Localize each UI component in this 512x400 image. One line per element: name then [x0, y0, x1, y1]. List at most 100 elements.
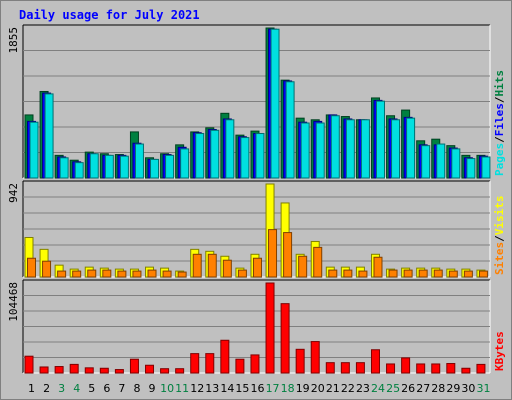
chart-title: Daily usage for July 2021	[19, 8, 200, 22]
day-label-20: 20	[311, 382, 325, 395]
bar-hits_files_pages-pages-day-20	[315, 122, 325, 179]
bar-visits_sites-sites-day-24	[373, 256, 383, 278]
bar-hits_files_pages-pages-day-13	[210, 129, 220, 179]
bar-hits_files_pages-pages-day-26	[406, 117, 416, 179]
bar-visits_sites-sites-day-22	[343, 269, 353, 278]
bar-hits_files_pages-pages-day-25	[391, 119, 401, 179]
day-label-11: 11	[175, 382, 189, 395]
bar-kbytes-kbytes-day-8	[129, 358, 139, 374]
panel-visits_sites-legend: Sites/Visits	[493, 196, 506, 276]
bar-hits_files_pages-pages-day-7	[119, 155, 129, 179]
bar-visits_sites-sites-day-2	[42, 260, 52, 278]
bar-visits_sites-sites-day-12	[192, 253, 202, 278]
legend-entry: /	[493, 136, 506, 143]
bar-visits_sites-sites-day-17	[268, 229, 278, 278]
bar-hits_files_pages-pages-day-5	[89, 153, 99, 179]
day-label-8: 8	[133, 382, 140, 395]
bar-hits_files_pages-pages-day-21	[330, 115, 340, 179]
day-label-14: 14	[220, 382, 234, 395]
bar-kbytes-kbytes-day-26	[401, 357, 411, 374]
bar-kbytes-kbytes-day-12	[190, 353, 200, 374]
bar-hits_files_pages-pages-day-30	[466, 158, 476, 179]
bar-kbytes-kbytes-day-21	[325, 362, 335, 374]
day-label-19: 19	[296, 382, 310, 395]
bar-kbytes-kbytes-day-3	[54, 366, 64, 374]
bar-visits_sites-sites-day-30	[463, 270, 473, 278]
panel-kbytes-legend: KBytes	[493, 331, 506, 371]
bar-visits_sites-sites-day-27	[418, 269, 428, 278]
bar-visits_sites-sites-day-19	[298, 255, 308, 278]
bar-visits_sites-sites-day-29	[448, 270, 458, 278]
day-label-22: 22	[341, 382, 355, 395]
bar-visits_sites-sites-day-21	[328, 269, 338, 278]
bar-kbytes-kbytes-day-18	[280, 303, 290, 374]
bar-kbytes-kbytes-day-13	[205, 353, 215, 374]
bar-kbytes-kbytes-day-11	[175, 368, 185, 374]
day-label-17: 17	[266, 382, 280, 395]
bar-hits_files_pages-pages-day-2	[44, 93, 54, 179]
bar-visits_sites-sites-day-11	[177, 271, 187, 278]
bar-visits_sites-sites-day-25	[388, 269, 398, 278]
panel-hits_files_pages-legend: Pages/Files/Hits	[493, 70, 506, 176]
bar-visits_sites-sites-day-15	[237, 269, 247, 278]
bar-visits_sites-sites-day-1	[27, 257, 36, 278]
bar-hits_files_pages-pages-day-9	[150, 158, 160, 179]
bar-kbytes-kbytes-day-28	[431, 363, 441, 374]
bar-visits_sites-sites-day-26	[403, 269, 413, 278]
day-label-18: 18	[281, 382, 295, 395]
bar-visits_sites-sites-day-9	[147, 269, 157, 278]
bar-kbytes-kbytes-day-7	[114, 369, 124, 374]
legend-entry: Visits	[493, 196, 506, 236]
day-label-30: 30	[461, 382, 475, 395]
bar-hits_files_pages-pages-day-23	[360, 119, 370, 179]
day-label-7: 7	[118, 382, 125, 395]
day-label-1: 1	[28, 382, 35, 395]
day-label-31: 31	[476, 382, 490, 395]
day-label-13: 13	[205, 382, 219, 395]
panel-visits_sites-ymax-label: 942	[7, 183, 20, 203]
day-label-23: 23	[356, 382, 370, 395]
bar-kbytes-kbytes-day-27	[416, 363, 426, 374]
legend-entry: Sites	[493, 242, 506, 275]
day-label-9: 9	[149, 382, 156, 395]
bar-hits_files_pages-pages-day-24	[375, 100, 385, 179]
legend-entry: /	[493, 96, 506, 103]
bar-visits_sites-sites-day-8	[132, 270, 142, 278]
panel-kbytes-ymax-label: 104468	[7, 282, 20, 322]
day-label-28: 28	[431, 382, 445, 395]
bar-hits_files_pages-pages-day-11	[180, 148, 190, 179]
day-label-12: 12	[190, 382, 204, 395]
bar-kbytes-kbytes-day-9	[145, 364, 155, 374]
bar-hits_files_pages-pages-day-14	[225, 119, 235, 179]
day-label-5: 5	[88, 382, 95, 395]
bar-hits_files_pages-pages-day-27	[421, 145, 431, 179]
bar-hits_files_pages-pages-day-28	[436, 143, 446, 179]
day-label-2: 2	[43, 382, 50, 395]
bar-kbytes-kbytes-day-30	[461, 367, 471, 374]
bar-kbytes-kbytes-day-17	[265, 282, 275, 374]
bar-hits_files_pages-pages-day-15	[240, 137, 250, 179]
bar-hits_files_pages-pages-day-6	[104, 154, 114, 179]
bar-visits_sites-sites-day-10	[162, 270, 172, 278]
bar-kbytes-kbytes-day-4	[69, 363, 79, 374]
bar-visits_sites-sites-day-7	[117, 270, 127, 278]
bar-visits_sites-sites-day-14	[222, 259, 232, 278]
bar-hits_files_pages-pages-day-29	[451, 148, 461, 179]
legend-entry: Hits	[493, 70, 506, 97]
bar-kbytes-kbytes-day-31	[476, 363, 486, 374]
bar-kbytes-kbytes-day-20	[310, 341, 320, 374]
panel-hits_files_pages-ymax-label: 1855	[7, 27, 20, 54]
day-label-27: 27	[416, 382, 430, 395]
day-label-29: 29	[446, 382, 460, 395]
bar-visits_sites-sites-day-3	[57, 270, 67, 278]
bar-kbytes-kbytes-day-2	[39, 366, 49, 374]
day-label-10: 10	[160, 382, 174, 395]
bar-kbytes-kbytes-day-29	[446, 363, 456, 374]
bar-hits_files_pages-pages-day-1	[29, 121, 39, 179]
legend-entry: Pages	[493, 143, 506, 176]
bar-hits_files_pages-pages-day-18	[285, 81, 295, 179]
bar-kbytes-kbytes-day-19	[295, 348, 305, 374]
bar-visits_sites-sites-day-18	[283, 232, 293, 278]
bar-visits_sites-sites-day-4	[72, 270, 82, 278]
